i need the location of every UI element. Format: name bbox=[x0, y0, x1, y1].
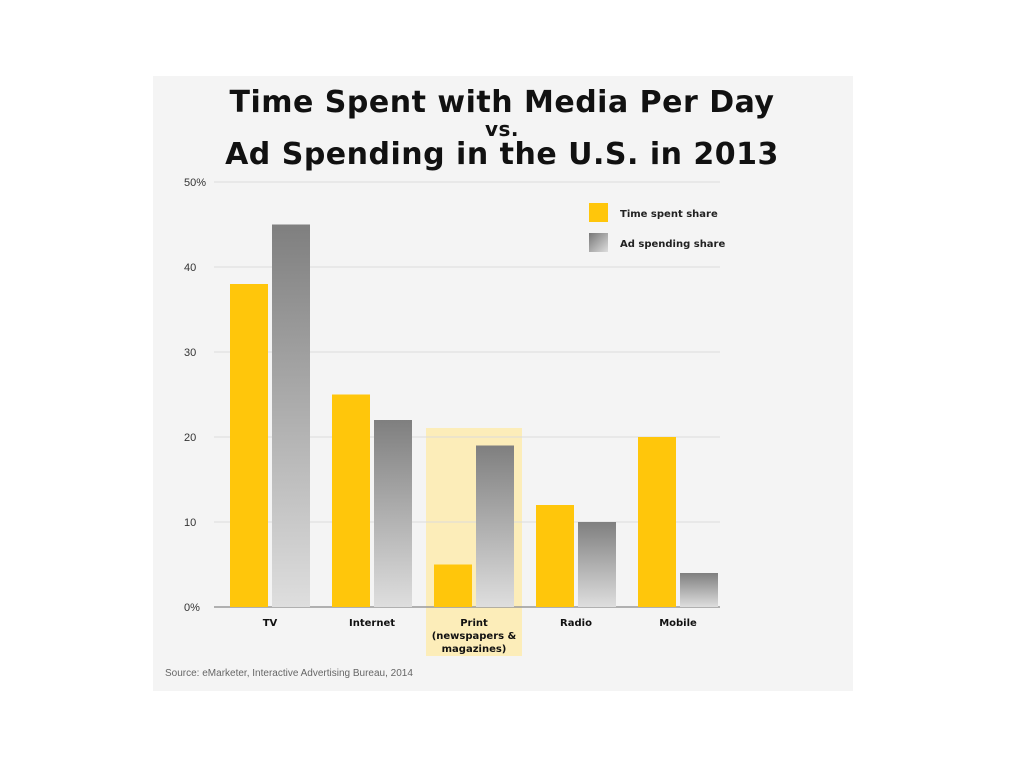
bar-time-spent bbox=[434, 564, 472, 607]
bar-ad-spending bbox=[578, 522, 616, 607]
y-tick-label: 10 bbox=[184, 517, 196, 529]
title-line-3: Ad Spending in the U.S. in 2013 bbox=[225, 137, 779, 172]
bar-ad-spending bbox=[476, 445, 514, 607]
legend-label-ad-spending: Ad spending share bbox=[620, 239, 725, 250]
title-line-1: Time Spent with Media Per Day bbox=[229, 85, 775, 120]
y-tick-label: 40 bbox=[184, 262, 196, 274]
chart-title: Time Spent with Media Per Day vs. Ad Spe… bbox=[0, 86, 1004, 172]
y-tick-label: 50% bbox=[184, 177, 206, 189]
bar-time-spent bbox=[332, 394, 370, 607]
x-tick-label: Radio bbox=[560, 618, 592, 629]
x-tick-label: Mobile bbox=[659, 618, 697, 629]
legend-swatch-ad-spending bbox=[589, 233, 608, 252]
legend-swatch-time-spent bbox=[589, 203, 608, 222]
source-note: Source: eMarketer, Interactive Advertisi… bbox=[165, 668, 413, 679]
bar-ad-spending bbox=[272, 224, 310, 607]
x-tick-label: TV bbox=[263, 618, 278, 629]
x-tick-label: Print (newspapers & magazines) bbox=[432, 618, 517, 655]
y-tick-label: 30 bbox=[184, 347, 196, 359]
bar-time-spent bbox=[638, 437, 676, 607]
legend-label-time-spent: Time spent share bbox=[620, 209, 718, 220]
x-tick-label: Internet bbox=[349, 618, 395, 629]
bar-ad-spending bbox=[374, 420, 412, 607]
bar-time-spent bbox=[230, 284, 268, 607]
title-line-2: vs. bbox=[484, 117, 520, 141]
y-tick-label: 0% bbox=[184, 602, 200, 614]
y-tick-label: 20 bbox=[184, 432, 196, 444]
bar-ad-spending bbox=[680, 573, 718, 607]
bar-time-spent bbox=[536, 505, 574, 607]
